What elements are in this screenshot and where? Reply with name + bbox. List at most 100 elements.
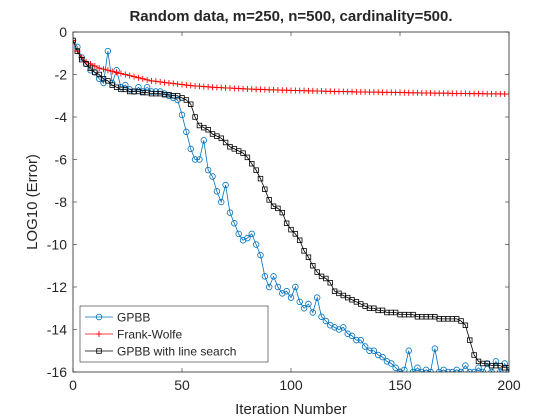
data-point — [279, 209, 285, 216]
data-point — [479, 368, 487, 372]
series — [73, 37, 509, 98]
data-point — [266, 197, 272, 203]
data-point — [471, 352, 477, 358]
data-point — [470, 368, 478, 372]
data-point — [392, 364, 399, 371]
data-point — [467, 337, 473, 343]
data-point — [287, 294, 295, 301]
data-point — [144, 76, 151, 83]
data-point — [449, 368, 456, 372]
data-point — [218, 198, 225, 206]
data-point — [122, 81, 129, 89]
y-tick-label: -10 — [47, 237, 67, 253]
y-tick-label: -8 — [55, 194, 68, 210]
data-point — [170, 80, 177, 87]
data-point — [74, 48, 81, 54]
y-tick-label: -12 — [47, 279, 67, 295]
x-tick-label: 50 — [174, 377, 190, 393]
data-point — [139, 75, 146, 82]
data-point — [253, 167, 259, 173]
data-point — [301, 248, 307, 254]
data-point — [401, 366, 408, 372]
data-point — [506, 91, 509, 98]
data-point — [157, 78, 164, 85]
data-point — [340, 324, 347, 331]
data-point — [79, 56, 85, 63]
data-point — [431, 345, 439, 352]
data-point — [204, 166, 212, 174]
data-point — [414, 364, 421, 371]
series — [73, 37, 509, 372]
data-point — [252, 241, 260, 248]
x-tick-label: 200 — [497, 377, 521, 393]
data-point — [179, 81, 185, 88]
data-point — [475, 364, 482, 371]
data-point — [183, 97, 190, 103]
data-point — [192, 114, 198, 120]
y-tick-label: -14 — [47, 322, 67, 338]
data-point — [113, 69, 120, 76]
data-point — [257, 175, 264, 182]
data-point — [292, 283, 299, 291]
data-point — [122, 71, 129, 78]
data-point — [506, 365, 509, 371]
data-point — [310, 263, 316, 269]
data-point — [427, 368, 434, 372]
data-point — [370, 347, 378, 354]
data-point — [322, 317, 330, 325]
data-point — [388, 360, 395, 367]
data-point — [497, 368, 504, 372]
legend-label: Frank-Wolfe — [117, 328, 182, 342]
data-point — [257, 251, 264, 259]
data-point — [222, 181, 229, 189]
data-point — [313, 294, 321, 301]
data-line — [73, 40, 509, 372]
data-point — [396, 368, 404, 372]
data-point — [261, 273, 269, 280]
data-point — [226, 209, 234, 216]
data-point — [288, 226, 294, 233]
data-point — [436, 368, 443, 372]
data-point — [96, 348, 102, 354]
data-point — [187, 145, 194, 153]
data-point — [296, 298, 303, 306]
data-point — [95, 75, 103, 82]
data-point — [262, 186, 268, 192]
y-tick-label: -6 — [55, 152, 68, 168]
data-point — [248, 230, 255, 238]
data-point — [361, 343, 369, 350]
data-point — [100, 66, 107, 73]
plot-area — [72, 31, 510, 373]
data-point — [135, 84, 142, 91]
data-point — [405, 347, 412, 354]
y-tick-label: 0 — [59, 24, 67, 40]
data-point — [200, 137, 207, 144]
data-point — [305, 300, 312, 308]
series — [73, 37, 509, 371]
data-line — [73, 40, 509, 369]
data-point — [73, 37, 76, 44]
data-point — [196, 156, 203, 163]
x-tick-label: 100 — [279, 377, 303, 393]
data-point — [235, 230, 242, 238]
y-tick-label: -4 — [55, 109, 68, 125]
data-point — [357, 336, 364, 344]
data-point — [309, 309, 316, 316]
data-point — [109, 68, 116, 75]
data-point — [126, 72, 133, 79]
data-point — [96, 65, 103, 72]
data-point — [131, 73, 138, 80]
data-point — [292, 231, 299, 237]
data-point — [244, 154, 251, 161]
data-point — [488, 368, 495, 372]
data-point — [95, 313, 103, 321]
data-point — [222, 139, 229, 146]
data-point — [205, 127, 211, 133]
data-point — [457, 368, 465, 372]
data-point — [327, 280, 333, 286]
y-tick-label: -16 — [47, 364, 67, 380]
data-point — [117, 70, 124, 77]
data-point — [218, 135, 224, 141]
legend: GPBB Frank-Wolfe GPBB with line search — [79, 305, 269, 363]
